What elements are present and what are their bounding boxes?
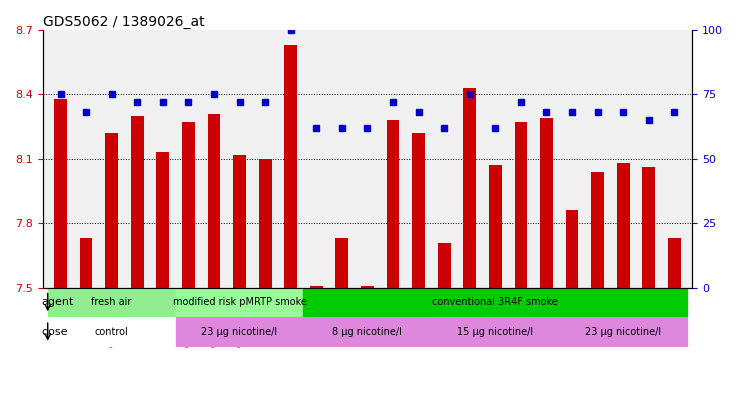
Bar — [303, 317, 432, 347]
Bar — [361, 286, 374, 288]
Bar — [489, 165, 502, 288]
Bar — [310, 286, 323, 288]
Bar — [559, 317, 687, 347]
Bar — [668, 238, 680, 288]
Bar — [48, 317, 176, 347]
Bar — [207, 114, 221, 288]
Text: 23 μg nicotine/l: 23 μg nicotine/l — [201, 327, 277, 337]
Text: 8 μg nicotine/l: 8 μg nicotine/l — [333, 327, 402, 337]
Bar — [438, 242, 451, 288]
Bar — [156, 152, 169, 288]
Bar — [106, 133, 118, 288]
Bar — [591, 172, 604, 288]
Text: agent: agent — [41, 298, 74, 307]
Bar — [432, 317, 559, 347]
Text: GDS5062 / 1389026_at: GDS5062 / 1389026_at — [43, 15, 204, 29]
Text: 23 μg nicotine/l: 23 μg nicotine/l — [585, 327, 661, 337]
Bar — [617, 163, 630, 288]
Text: modified risk pMRTP smoke: modified risk pMRTP smoke — [173, 298, 306, 307]
Bar — [259, 159, 272, 288]
Bar — [80, 238, 92, 288]
Text: dose: dose — [41, 327, 68, 337]
Text: control: control — [94, 327, 128, 337]
Bar — [387, 120, 399, 288]
Bar — [284, 45, 297, 288]
Bar — [131, 116, 144, 288]
Bar — [336, 238, 348, 288]
Bar — [514, 122, 527, 288]
Bar — [642, 167, 655, 288]
Bar — [540, 118, 553, 288]
Bar — [54, 99, 67, 288]
Bar — [182, 122, 195, 288]
Bar — [176, 288, 303, 317]
Bar — [413, 133, 425, 288]
Bar — [463, 88, 476, 288]
Text: conventional 3R4F smoke: conventional 3R4F smoke — [432, 298, 558, 307]
Bar — [303, 288, 687, 317]
Text: fresh air: fresh air — [92, 298, 132, 307]
Bar — [565, 210, 579, 288]
Bar — [233, 154, 246, 288]
Text: 15 μg nicotine/l: 15 μg nicotine/l — [458, 327, 534, 337]
Bar — [176, 317, 303, 347]
Bar — [48, 288, 176, 317]
